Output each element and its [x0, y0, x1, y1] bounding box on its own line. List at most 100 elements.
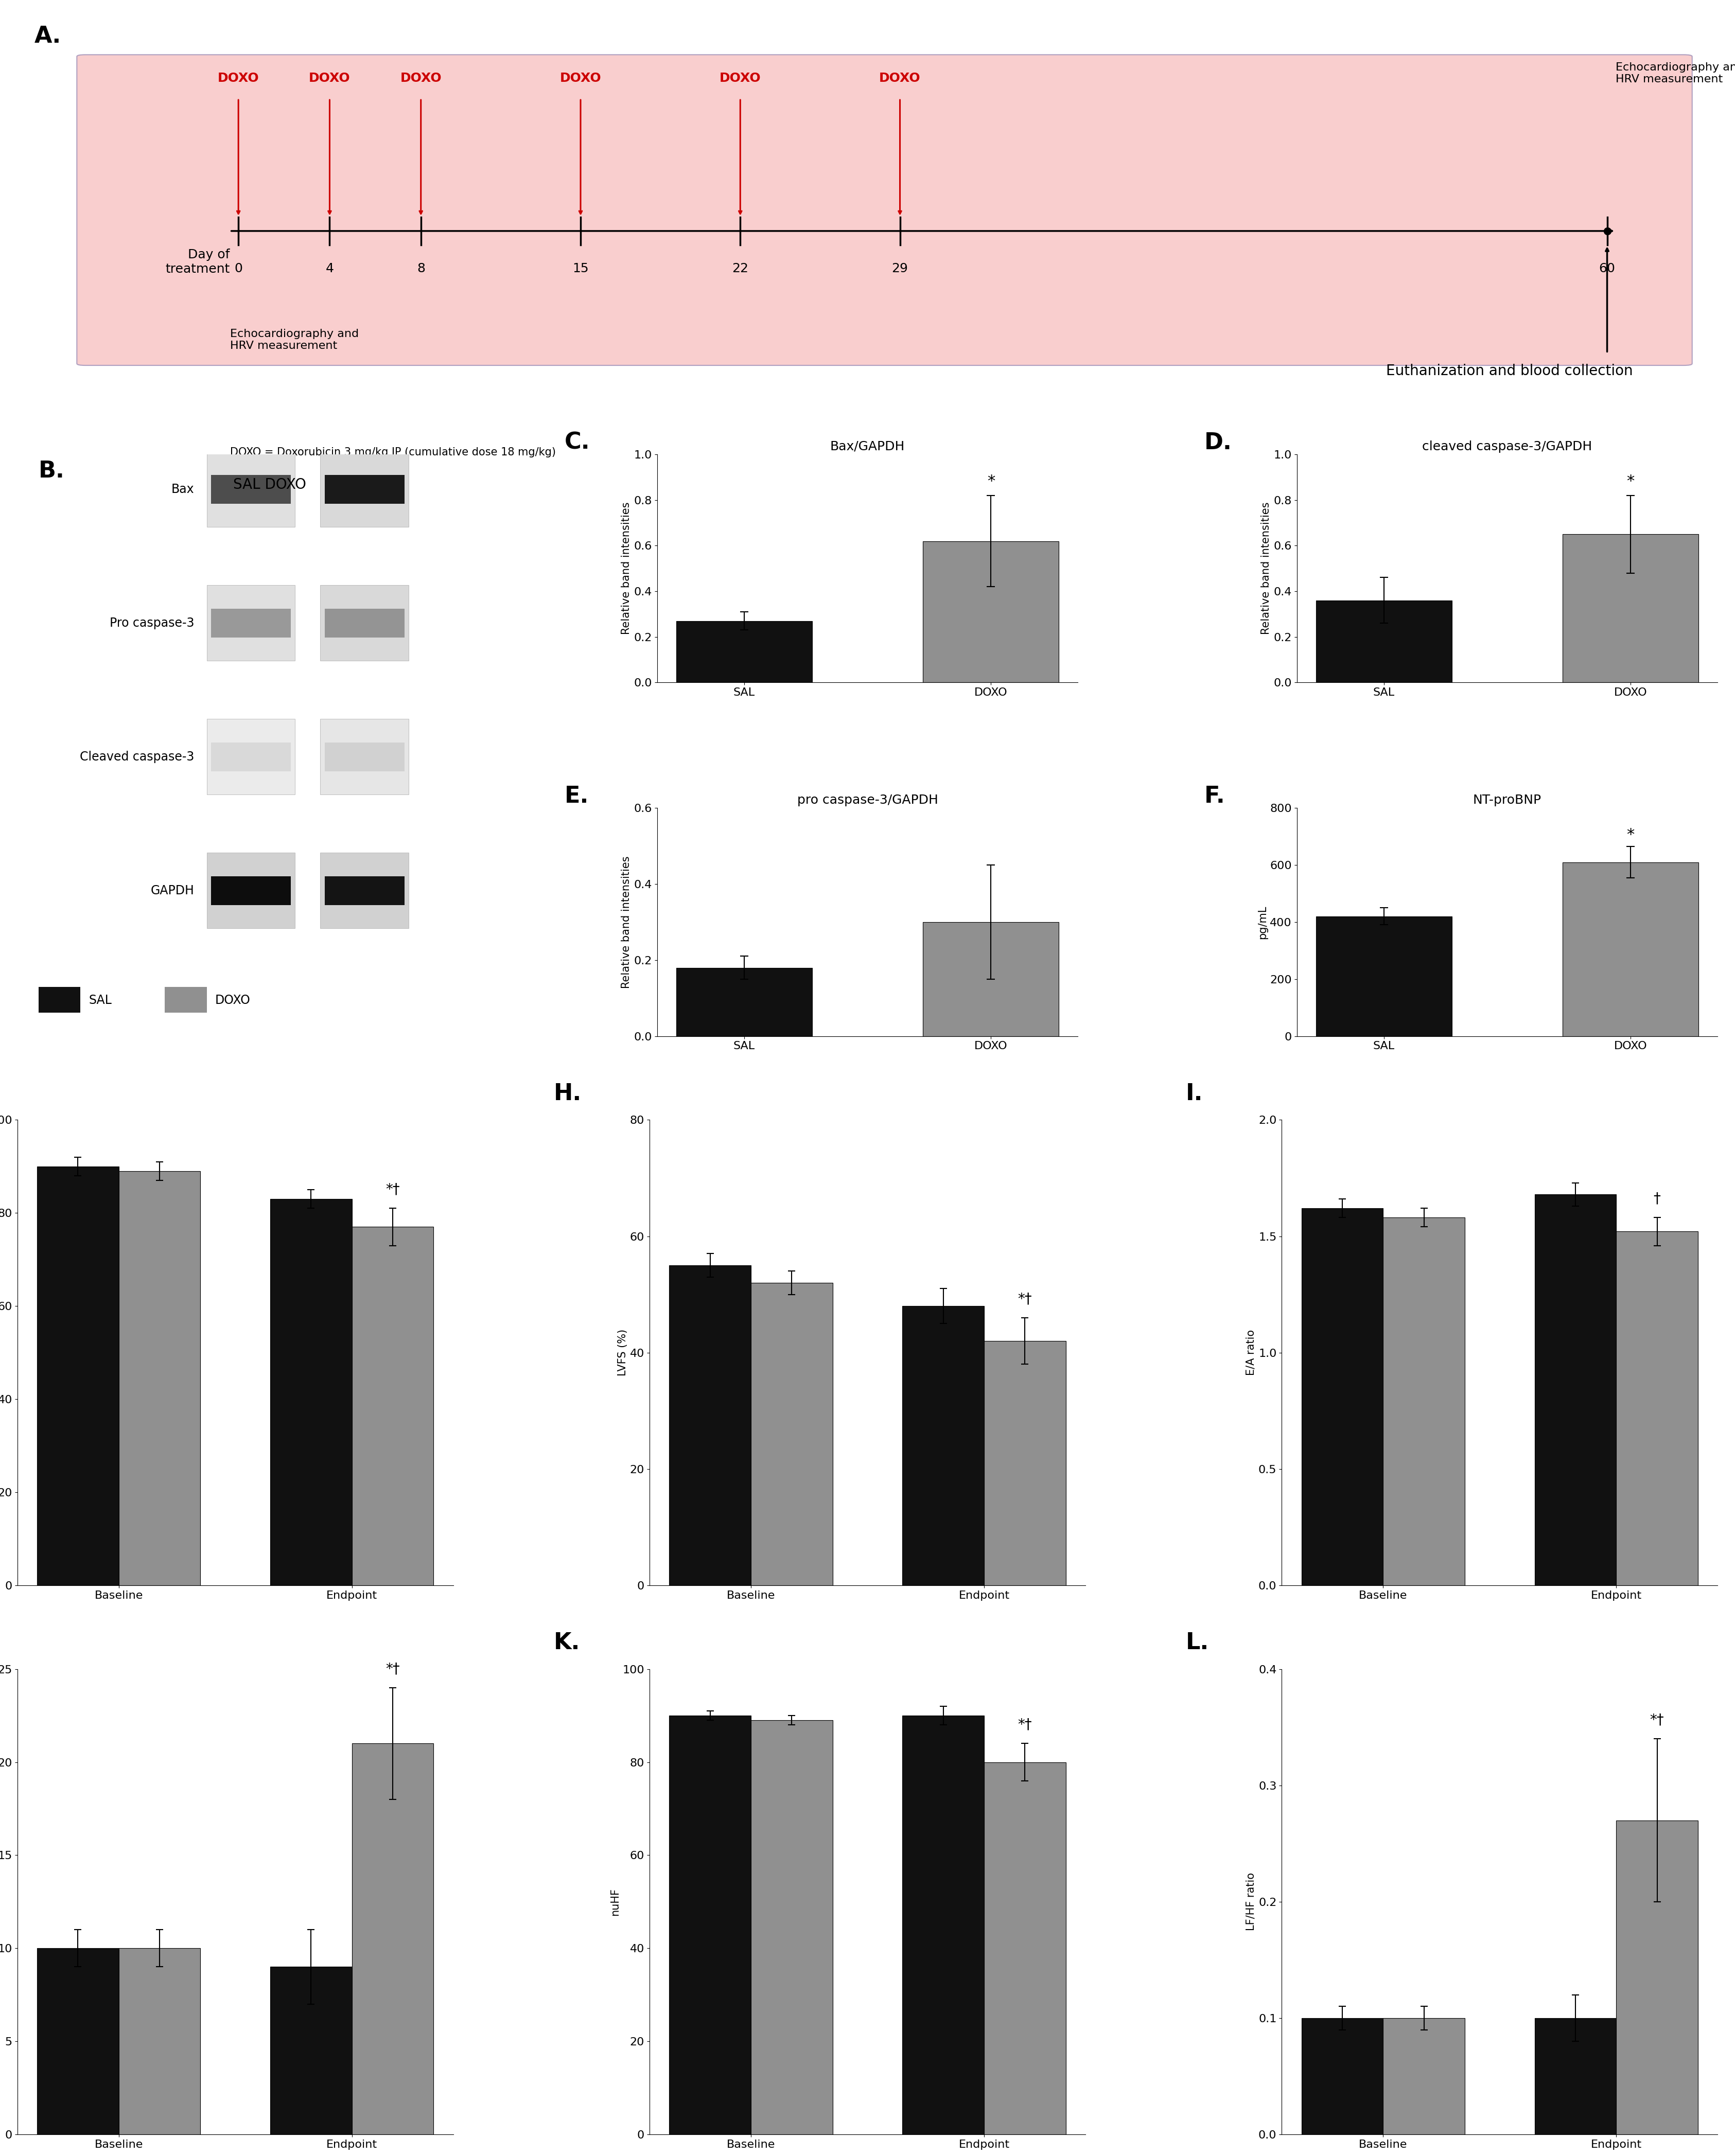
- Bar: [923, 923, 1058, 1037]
- Y-axis label: pg/mL: pg/mL: [1258, 906, 1268, 938]
- Bar: [984, 1761, 1065, 2134]
- Title: cleaved caspase-3/GAPDH: cleaved caspase-3/GAPDH: [1423, 440, 1593, 453]
- Y-axis label: Relative band intensities: Relative band intensities: [621, 502, 632, 634]
- Text: F.: F.: [1204, 785, 1225, 806]
- Text: Cleaved caspase-3: Cleaved caspase-3: [80, 750, 194, 763]
- Bar: [1301, 2018, 1383, 2134]
- Text: DOXO: DOXO: [560, 71, 602, 84]
- Text: SAL DOXO: SAL DOXO: [234, 479, 307, 492]
- Y-axis label: LVFS (%): LVFS (%): [618, 1328, 628, 1376]
- Text: 22: 22: [732, 263, 748, 274]
- Bar: [212, 608, 291, 638]
- Text: C.: C.: [564, 431, 590, 453]
- Text: SAL: SAL: [88, 994, 113, 1007]
- Bar: [1563, 862, 1699, 1037]
- Bar: [1315, 599, 1452, 683]
- Bar: [206, 584, 295, 662]
- Text: 60: 60: [1600, 263, 1615, 274]
- Text: *: *: [987, 474, 994, 489]
- Bar: [677, 968, 812, 1037]
- Text: *†: *†: [385, 1662, 399, 1675]
- Bar: [212, 875, 291, 906]
- Title: pro caspase-3/GAPDH: pro caspase-3/GAPDH: [796, 793, 939, 806]
- Text: DOXO: DOXO: [720, 71, 762, 84]
- Bar: [212, 742, 291, 772]
- Y-axis label: Relative band intensities: Relative band intensities: [1261, 502, 1272, 634]
- Text: DOXO: DOXO: [217, 71, 259, 84]
- Bar: [1563, 535, 1699, 683]
- Text: B.: B.: [38, 459, 64, 483]
- Bar: [321, 720, 409, 796]
- Bar: [271, 1966, 352, 2134]
- Text: *: *: [1627, 474, 1634, 489]
- Bar: [1535, 2018, 1617, 2134]
- Bar: [206, 451, 295, 526]
- Bar: [321, 584, 409, 662]
- Bar: [670, 1716, 751, 2134]
- Bar: [352, 1744, 434, 2134]
- Text: L.: L.: [1185, 1632, 1209, 1654]
- Bar: [165, 987, 206, 1013]
- Bar: [206, 720, 295, 796]
- Text: *†: *†: [1018, 1291, 1032, 1307]
- Bar: [324, 875, 404, 906]
- Bar: [271, 1199, 352, 1585]
- Text: D.: D.: [1204, 431, 1232, 453]
- Bar: [118, 1949, 200, 2134]
- Text: *†: *†: [1650, 1712, 1664, 1727]
- Title: Bax/GAPDH: Bax/GAPDH: [829, 440, 906, 453]
- Bar: [36, 1166, 118, 1585]
- Text: K.: K.: [553, 1632, 579, 1654]
- Bar: [324, 608, 404, 638]
- Bar: [118, 1171, 200, 1585]
- Text: DOXO: DOXO: [401, 71, 442, 84]
- Bar: [321, 451, 409, 526]
- Bar: [324, 742, 404, 772]
- Text: DOXO: DOXO: [880, 71, 921, 84]
- Bar: [902, 1716, 984, 2134]
- Title: NT-proBNP: NT-proBNP: [1473, 793, 1541, 806]
- Bar: [902, 1307, 984, 1585]
- Bar: [751, 1283, 833, 1585]
- Text: GAPDH: GAPDH: [151, 884, 194, 897]
- Text: Echocardiography and
HRV measurement: Echocardiography and HRV measurement: [1615, 63, 1735, 84]
- Bar: [1535, 1194, 1617, 1585]
- Bar: [212, 474, 291, 505]
- Text: *†: *†: [385, 1181, 399, 1197]
- Bar: [1383, 1218, 1464, 1585]
- Text: DOXO: DOXO: [309, 71, 350, 84]
- Text: H.: H.: [553, 1082, 581, 1104]
- Text: 15: 15: [573, 263, 588, 274]
- Y-axis label: LF/HF ratio: LF/HF ratio: [1246, 1874, 1256, 1932]
- Bar: [984, 1341, 1065, 1585]
- Bar: [321, 854, 409, 929]
- Text: A.: A.: [35, 26, 61, 47]
- Text: †: †: [1653, 1192, 1660, 1205]
- Bar: [751, 1720, 833, 2134]
- Bar: [670, 1266, 751, 1585]
- Text: *†: *†: [1018, 1718, 1032, 1731]
- Bar: [38, 987, 80, 1013]
- Text: Day of
treatment: Day of treatment: [165, 248, 229, 276]
- Y-axis label: nuHF: nuHF: [611, 1889, 621, 1915]
- Bar: [206, 854, 295, 929]
- Text: 4: 4: [326, 263, 333, 274]
- Text: Bax: Bax: [172, 483, 194, 496]
- Bar: [1301, 1207, 1383, 1585]
- Bar: [1617, 1820, 1699, 2134]
- Text: DOXO: DOXO: [215, 994, 250, 1007]
- Bar: [36, 1949, 118, 2134]
- FancyBboxPatch shape: [76, 54, 1692, 364]
- Text: 29: 29: [892, 263, 907, 274]
- Bar: [1617, 1231, 1699, 1585]
- Bar: [923, 541, 1058, 683]
- Text: I.: I.: [1185, 1082, 1202, 1104]
- Bar: [352, 1227, 434, 1585]
- Text: 0: 0: [234, 263, 243, 274]
- Text: Echocardiography and
HRV measurement: Echocardiography and HRV measurement: [229, 328, 359, 351]
- Text: *: *: [1627, 828, 1634, 843]
- Text: DOXO = Doxorubicin 3 mg/kg IP (cumulative dose 18 mg/kg): DOXO = Doxorubicin 3 mg/kg IP (cumulativ…: [229, 448, 555, 457]
- Text: 8: 8: [416, 263, 425, 274]
- Y-axis label: E/A ratio: E/A ratio: [1246, 1330, 1256, 1376]
- Text: Pro caspase-3: Pro caspase-3: [109, 617, 194, 630]
